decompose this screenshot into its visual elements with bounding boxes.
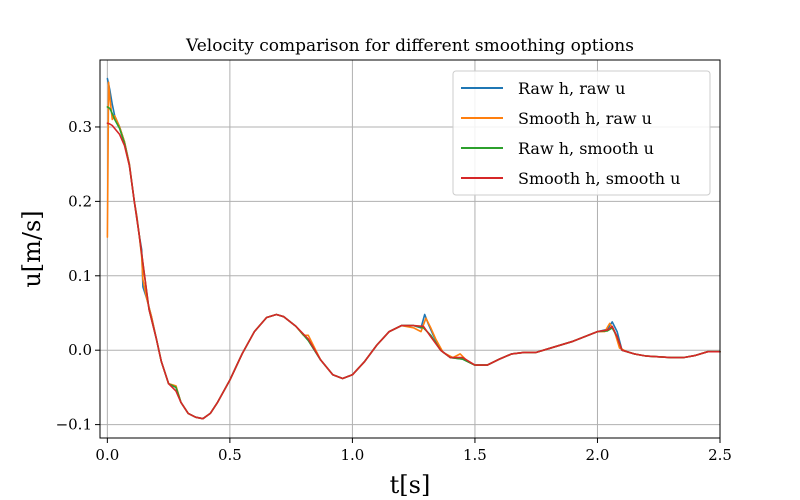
x-tick-label: 0.0 [95, 446, 119, 464]
y-tick-label: 0.0 [68, 341, 92, 359]
series-layer [106, 77, 721, 420]
y-axis-label: u[m/s] [18, 210, 46, 287]
y-tick-label: 0.1 [68, 267, 92, 285]
chart-title: Velocity comparison for different smooth… [185, 36, 634, 56]
x-tick-label: 2.0 [586, 446, 610, 464]
legend-label-4: Smooth h, smooth u [518, 169, 680, 188]
legend-label-3: Raw h, smooth u [518, 139, 654, 158]
series-line-4 [106, 122, 721, 420]
x-tick-label: 1.0 [340, 446, 364, 464]
legend-box [452, 70, 711, 196]
legend-label-1: Raw h, raw u [518, 79, 625, 98]
y-tick-label: 0.3 [68, 118, 92, 136]
x-tick-label: 2.5 [708, 446, 732, 464]
plot-frame [99, 59, 721, 439]
x-tick-label: 1.5 [463, 446, 487, 464]
legend: Raw h, raw u Smooth h, raw u Raw h, smooth… [452, 70, 711, 196]
x-axis-label: t[s] [390, 471, 431, 499]
tick-layer: 0.0 0.5 1.0 1.5 2.0 2.5−0.10.00.10.20.3 [56, 118, 732, 464]
y-tick-label: 0.2 [68, 192, 92, 210]
y-tick-label: −0.1 [56, 416, 92, 434]
x-tick-label: 0.5 [218, 446, 242, 464]
legend-label-2: Smooth h, raw u [518, 109, 652, 128]
